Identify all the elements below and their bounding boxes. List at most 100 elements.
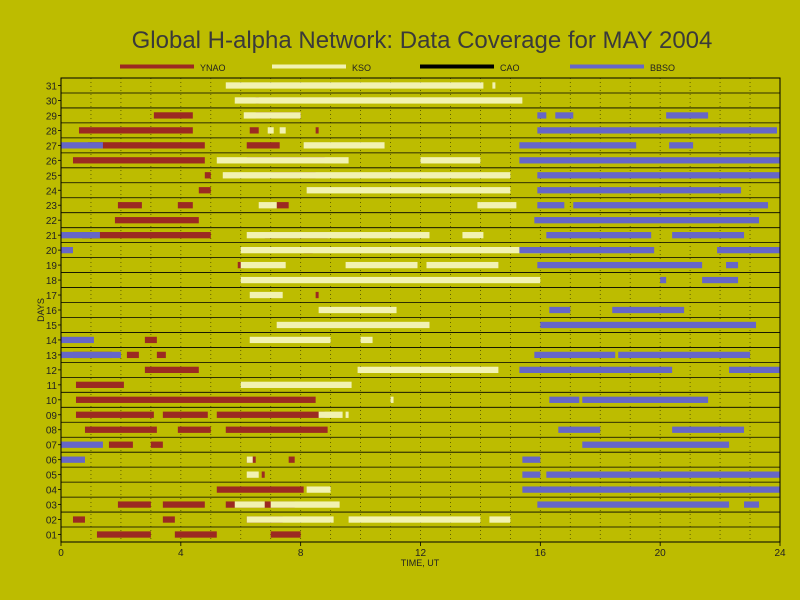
y-tick-label: 17	[46, 291, 58, 302]
y-tick-label: 09	[46, 411, 58, 422]
coverage-bar-bbso	[618, 351, 751, 359]
y-tick-label: 26	[46, 156, 58, 167]
coverage-bar-ynao	[108, 441, 133, 448]
coverage-bar-bbso	[669, 142, 694, 149]
coverage-bar-ynao	[288, 456, 295, 463]
legend-label-ynao: YNAO	[200, 63, 226, 73]
legend-swatch-ynao	[120, 64, 194, 69]
coverage-bar-bbso	[61, 336, 94, 344]
coverage-bar-bbso	[549, 306, 571, 314]
coverage-bar-ynao	[177, 202, 193, 209]
coverage-bar-ynao	[162, 516, 175, 523]
coverage-bar-bbso	[522, 471, 541, 478]
coverage-bar-bbso	[534, 217, 760, 224]
coverage-bar-kso	[240, 261, 286, 269]
coverage-bar-ynao	[144, 366, 199, 374]
coverage-bar-kso	[246, 471, 259, 478]
coverage-bar-kso	[276, 321, 430, 329]
y-tick-label: 20	[46, 246, 58, 257]
y-axis-label: DAYS	[36, 298, 46, 322]
y-tick-label: 18	[46, 276, 58, 287]
coverage-bar-kso	[216, 157, 349, 164]
y-tick-label: 29	[46, 111, 58, 122]
x-tick-labels: 0 4 8 12 16 20 24	[58, 542, 786, 559]
coverage-bar-bbso	[540, 321, 757, 329]
coverage-bar-kso	[420, 157, 481, 164]
coverage-bar-bbso	[660, 276, 667, 284]
coverage-bar-ynao	[150, 441, 163, 448]
y-tick-label: 13	[46, 351, 58, 362]
coverage-bar-kso	[345, 411, 349, 418]
coverage-bar-bbso	[519, 366, 673, 374]
coverage-bar-kso	[303, 142, 385, 149]
coverage-bar-kso	[390, 396, 394, 403]
coverage-bar-bbso	[582, 396, 709, 403]
legend-label-bbso: BBSO	[650, 63, 675, 73]
chart-title: Global H-alpha Network: Data Coverage fo…	[132, 27, 713, 54]
coverage-bar-bbso	[61, 142, 103, 149]
coverage-bar-bbso	[537, 501, 730, 508]
coverage-bar-bbso	[61, 441, 103, 448]
x-tick-label: 24	[774, 548, 786, 559]
y-tick-label: 02	[46, 516, 58, 527]
coverage-bar-ynao	[114, 217, 199, 224]
coverage-bar-ynao	[72, 516, 85, 523]
coverage-bar-ynao	[87, 142, 205, 149]
coverage-bar-bbso	[717, 246, 780, 254]
coverage-bar-bbso	[519, 157, 780, 164]
coverage-bar-ynao	[315, 127, 319, 134]
coverage-bar-ynao	[270, 531, 301, 538]
coverage-bar-ynao	[144, 336, 157, 344]
y-tick-label: 03	[46, 501, 58, 512]
coverage-bar-kso	[426, 261, 499, 269]
y-tick-label: 06	[46, 456, 58, 467]
coverage-bar-bbso	[672, 232, 745, 239]
coverage-bars	[61, 82, 780, 538]
coverage-bar-kso	[348, 516, 481, 523]
coverage-bar-bbso	[522, 456, 541, 463]
coverage-bar-ynao	[246, 142, 280, 149]
coverage-bar-bbso	[537, 202, 565, 209]
x-tick-label: 8	[298, 548, 304, 559]
coverage-bar-kso	[270, 501, 340, 508]
coverage-bar-kso	[222, 172, 511, 179]
coverage-bar-kso	[249, 336, 331, 344]
coverage-bar-ynao	[261, 471, 265, 478]
coverage-bar-bbso	[549, 396, 580, 403]
y-tick-labels: 01 02 03 04 05 06 07 08 09 10 11 12 13 14 15 16 17 18 19 20…	[46, 81, 61, 542]
coverage-bar-ynao	[162, 501, 205, 508]
coverage-bar-ynao	[117, 501, 151, 508]
coverage-bar-kso	[477, 202, 517, 209]
coverage-bar-ynao	[75, 396, 316, 403]
legend-label-kso: KSO	[352, 63, 371, 73]
x-tick-label: 20	[655, 548, 667, 559]
legend-swatch-bbso	[570, 64, 644, 69]
coverage-bar-kso	[249, 291, 283, 299]
plot-area: 0102030405060708091011121314151617181920…	[46, 77, 786, 559]
y-tick-label: 12	[46, 366, 58, 377]
x-tick-label: 4	[178, 548, 184, 559]
coverage-bar-bbso	[537, 127, 778, 134]
coverage-bar-kso	[240, 381, 352, 388]
y-tick-label: 27	[46, 141, 58, 152]
coverage-bar-bbso	[61, 232, 100, 239]
x-tick-label: 12	[415, 548, 427, 559]
legend-swatch-kso	[272, 64, 346, 69]
coverage-bar-ynao	[126, 351, 139, 359]
y-tick-label: 01	[46, 531, 58, 542]
coverage-bar-kso	[489, 516, 511, 523]
coverage-bar-ynao	[156, 351, 166, 359]
coverage-bar-ynao	[174, 531, 217, 538]
y-tick-label: 04	[46, 486, 58, 497]
coverage-bar-kso	[306, 486, 331, 493]
coverage-bar-ynao	[84, 426, 157, 433]
y-tick-label: 31	[46, 81, 58, 92]
y-tick-label: 10	[46, 396, 58, 407]
legend-swatch-cao	[420, 64, 494, 69]
coverage-bar-bbso	[61, 456, 85, 463]
x-axis-label: TIME, UT	[401, 558, 440, 568]
coverage-bar-kso	[240, 276, 541, 284]
x-tick-label: 0	[58, 548, 64, 559]
coverage-bar-ynao	[276, 202, 289, 209]
